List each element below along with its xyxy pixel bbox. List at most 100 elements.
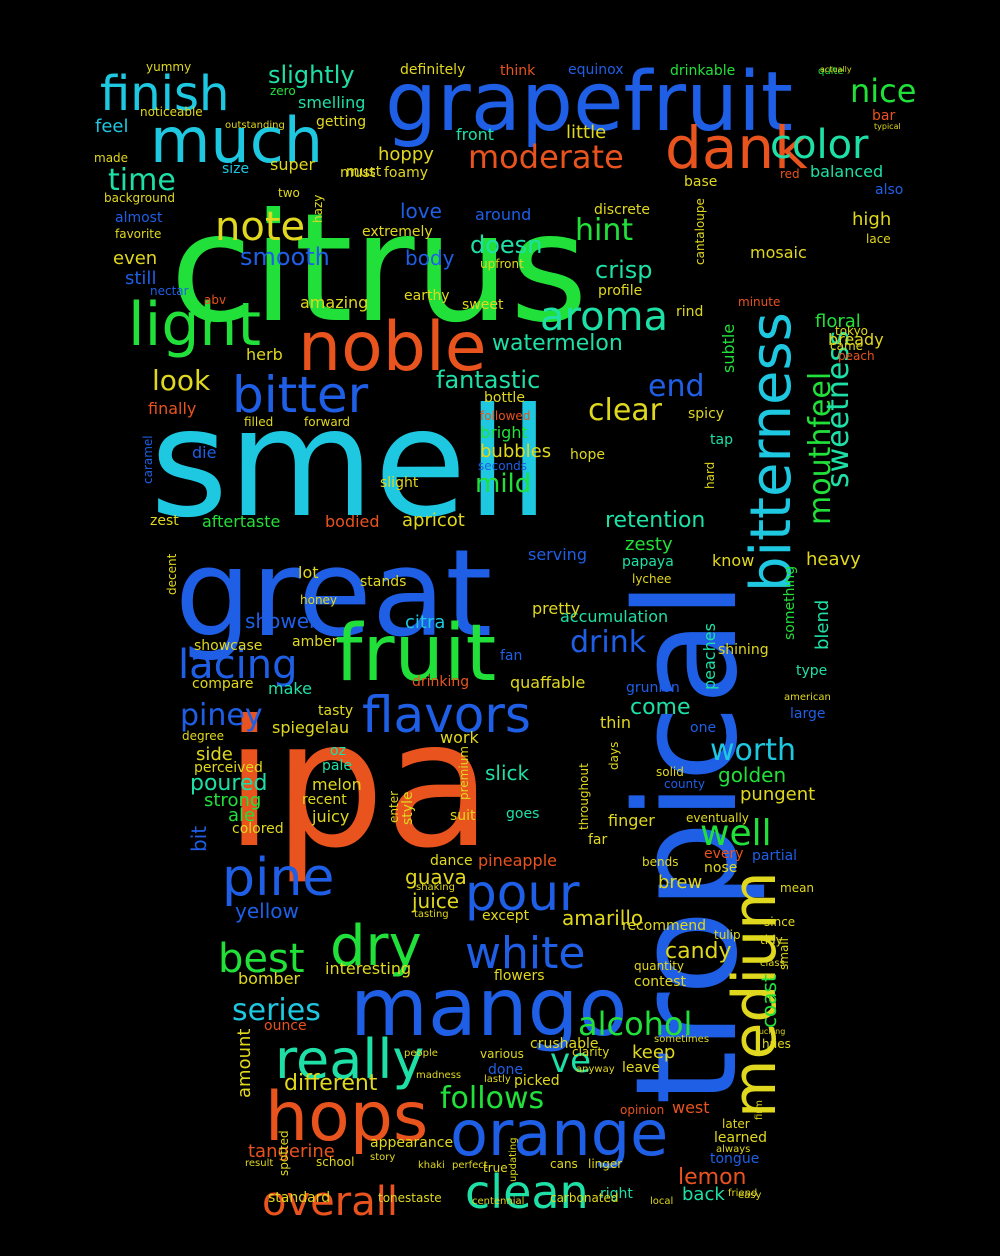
cloud-word: enter xyxy=(387,791,401,823)
cloud-word: different xyxy=(284,1071,378,1096)
cloud-word: sweetness xyxy=(821,330,856,488)
cloud-word: sweet xyxy=(462,297,504,313)
cloud-word: local xyxy=(650,1196,673,1207)
cloud-word: definitely xyxy=(400,62,465,78)
cloud-word: body xyxy=(405,246,455,270)
cloud-word: shining xyxy=(718,642,769,658)
cloud-word: hope xyxy=(570,447,605,463)
cloud-word: recent xyxy=(302,792,347,808)
cloud-word: red xyxy=(780,167,800,181)
cloud-word: suit xyxy=(450,808,476,824)
cloud-word: slight xyxy=(380,475,419,491)
cloud-word: accumulation xyxy=(560,607,668,626)
cloud-word: overall xyxy=(262,1179,398,1225)
cloud-word: degree xyxy=(182,729,224,743)
cloud-word: dank xyxy=(665,114,808,182)
cloud-word: well xyxy=(700,813,772,854)
cloud-word: ipa xyxy=(225,684,492,887)
cloud-word: keep xyxy=(632,1042,675,1063)
cloud-word: noble xyxy=(298,308,487,387)
cloud-word: friend xyxy=(728,1188,757,1199)
cloud-word: hues xyxy=(762,1037,791,1051)
cloud-word: orange xyxy=(450,1097,668,1170)
cloud-word: centennial xyxy=(472,1196,524,1207)
cloud-word: bitter xyxy=(232,366,369,424)
cloud-word: nectar xyxy=(150,284,189,298)
cloud-word: noticeable xyxy=(140,105,203,119)
cloud-word: minute xyxy=(738,295,780,309)
cloud-word: foamy xyxy=(384,165,428,181)
cloud-word: class xyxy=(760,958,785,969)
cloud-word: guava xyxy=(405,865,467,889)
cloud-word: coast xyxy=(757,974,781,1028)
cloud-word: note xyxy=(215,204,305,250)
cloud-word: style xyxy=(400,791,416,825)
cloud-word: mild xyxy=(475,469,531,499)
cloud-word: zesty xyxy=(625,534,673,555)
cloud-word: aftertaste xyxy=(202,512,280,531)
cloud-word: pretty xyxy=(532,599,580,618)
cloud-word: pine xyxy=(222,848,334,908)
cloud-word: bitterness xyxy=(739,312,804,592)
cloud-word: mango xyxy=(350,961,627,1054)
cloud-word: side xyxy=(196,744,233,765)
cloud-word: throughout xyxy=(577,763,591,830)
cloud-word: hazy xyxy=(311,195,325,223)
cloud-word: done xyxy=(488,1062,523,1078)
cloud-word: grunion xyxy=(626,680,680,696)
cloud-word: something xyxy=(782,566,798,640)
cloud-word: blend xyxy=(812,600,833,650)
cloud-word: linger xyxy=(588,1157,622,1171)
cloud-word: mouthfeel xyxy=(803,372,838,525)
cloud-word: herb xyxy=(246,345,283,364)
cloud-word: bodied xyxy=(325,512,380,531)
cloud-word: hard xyxy=(703,462,717,489)
cloud-word: moderate xyxy=(468,138,624,176)
cloud-word: far xyxy=(588,832,608,848)
cloud-word: every xyxy=(704,846,744,862)
cloud-word: nose xyxy=(704,860,737,876)
cloud-word: amazing xyxy=(300,293,368,312)
cloud-word: love xyxy=(400,199,442,223)
cloud-word: finish xyxy=(100,66,229,122)
cloud-word: recommend xyxy=(622,918,706,934)
cloud-word: quaffable xyxy=(510,673,585,692)
cloud-word: also xyxy=(875,182,903,198)
cloud-word: cantaloupe xyxy=(693,198,707,265)
cloud-word: white xyxy=(465,928,585,979)
cloud-word: worth xyxy=(710,733,796,768)
cloud-word: solid xyxy=(656,765,684,779)
cloud-word: learned xyxy=(714,1130,767,1146)
cloud-word: except xyxy=(482,908,530,924)
cloud-word: tangerine xyxy=(248,1141,335,1162)
cloud-word: bends xyxy=(642,855,678,869)
cloud-word: firm xyxy=(754,1100,765,1120)
cloud-word: feel xyxy=(95,116,129,137)
cloud-word: outstanding xyxy=(225,120,285,131)
cloud-word: must xyxy=(340,165,376,181)
cloud-word: appearance xyxy=(370,1135,453,1151)
cloud-word: tulip xyxy=(714,928,741,942)
cloud-word: extremely xyxy=(362,224,433,240)
cloud-word: clarity xyxy=(572,1045,609,1059)
cloud-word: brew xyxy=(658,872,702,893)
cloud-word: typical xyxy=(874,122,901,131)
cloud-word: follows xyxy=(440,1081,544,1116)
cloud-word: must xyxy=(346,164,382,180)
cloud-word: almost xyxy=(115,210,163,226)
cloud-word: people xyxy=(404,1048,438,1059)
cloud-word: think xyxy=(500,63,536,79)
cloud-word: premium xyxy=(457,746,471,800)
cloud-word: drinkable xyxy=(670,63,735,79)
cloud-word: subtle xyxy=(719,324,738,373)
cloud-word: upfront xyxy=(480,257,524,271)
cloud-word: pour xyxy=(465,864,580,922)
cloud-word: zero xyxy=(270,84,296,98)
cloud-word: slick xyxy=(485,761,530,785)
cloud-word: true xyxy=(483,1161,508,1175)
cloud-word: american xyxy=(784,692,831,703)
cloud-word: west xyxy=(672,1098,710,1117)
cloud-word: pale xyxy=(322,758,352,774)
cloud-word: make xyxy=(268,679,312,698)
